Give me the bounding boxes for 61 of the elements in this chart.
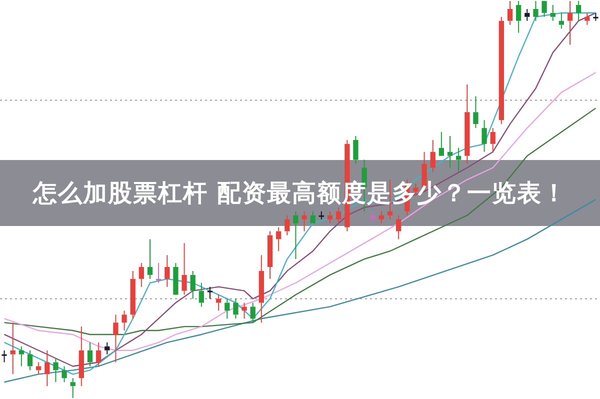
candlestick xyxy=(490,128,496,152)
candlestick xyxy=(27,350,33,371)
candlestick xyxy=(96,342,102,367)
candlestick xyxy=(327,210,333,224)
candlestick xyxy=(258,254,264,324)
candlestick xyxy=(430,139,436,172)
candlestick xyxy=(267,230,273,280)
candlestick xyxy=(224,298,230,320)
candlestick xyxy=(104,342,110,355)
candlestick xyxy=(533,0,538,22)
candlestick xyxy=(130,270,136,320)
candlestick xyxy=(10,322,16,375)
candlestick xyxy=(233,298,238,320)
candlestick xyxy=(156,262,162,284)
candlestick xyxy=(473,96,478,129)
candlestick xyxy=(567,0,573,46)
candlestick xyxy=(378,210,384,224)
candlestick xyxy=(584,12,590,26)
candlestick xyxy=(438,132,444,156)
candlestick xyxy=(284,214,290,236)
candlestick xyxy=(516,0,522,34)
candlestick xyxy=(190,270,196,300)
candlestick xyxy=(576,0,582,22)
candlestick xyxy=(456,147,462,172)
candlestick xyxy=(550,4,556,22)
candlestick xyxy=(44,350,50,387)
candlestick xyxy=(353,135,358,164)
candlestick xyxy=(396,214,402,240)
candlestick xyxy=(498,16,504,125)
candlestick xyxy=(113,314,118,363)
candlestick xyxy=(78,326,84,387)
candlestick xyxy=(70,378,76,398)
candlestick xyxy=(542,1,547,18)
candlestick xyxy=(207,286,213,300)
candlestick xyxy=(182,242,187,296)
candlestick xyxy=(198,282,204,308)
candlestick xyxy=(447,135,453,168)
candlestick xyxy=(173,262,178,295)
candlestick xyxy=(250,302,256,324)
candlestick xyxy=(302,210,307,232)
candlestick xyxy=(276,226,282,252)
candlestick xyxy=(336,206,342,224)
candlestick xyxy=(558,12,564,30)
candlestick xyxy=(147,238,153,280)
candlestick xyxy=(370,210,376,224)
candlestick xyxy=(87,342,93,367)
candlestick xyxy=(482,120,487,152)
candlestick xyxy=(164,254,170,288)
candlestick xyxy=(18,346,24,367)
candlestick xyxy=(36,362,42,375)
candlestick xyxy=(2,350,7,363)
candlestick xyxy=(62,366,67,383)
candlestick xyxy=(464,84,470,164)
candlestick xyxy=(53,358,58,383)
candlestick xyxy=(507,0,513,26)
candlestick xyxy=(242,302,247,320)
candlestick xyxy=(293,210,298,260)
candlestick xyxy=(524,8,530,22)
candlestick xyxy=(310,210,316,224)
candlestick xyxy=(122,310,127,332)
candlestick xyxy=(138,262,144,288)
